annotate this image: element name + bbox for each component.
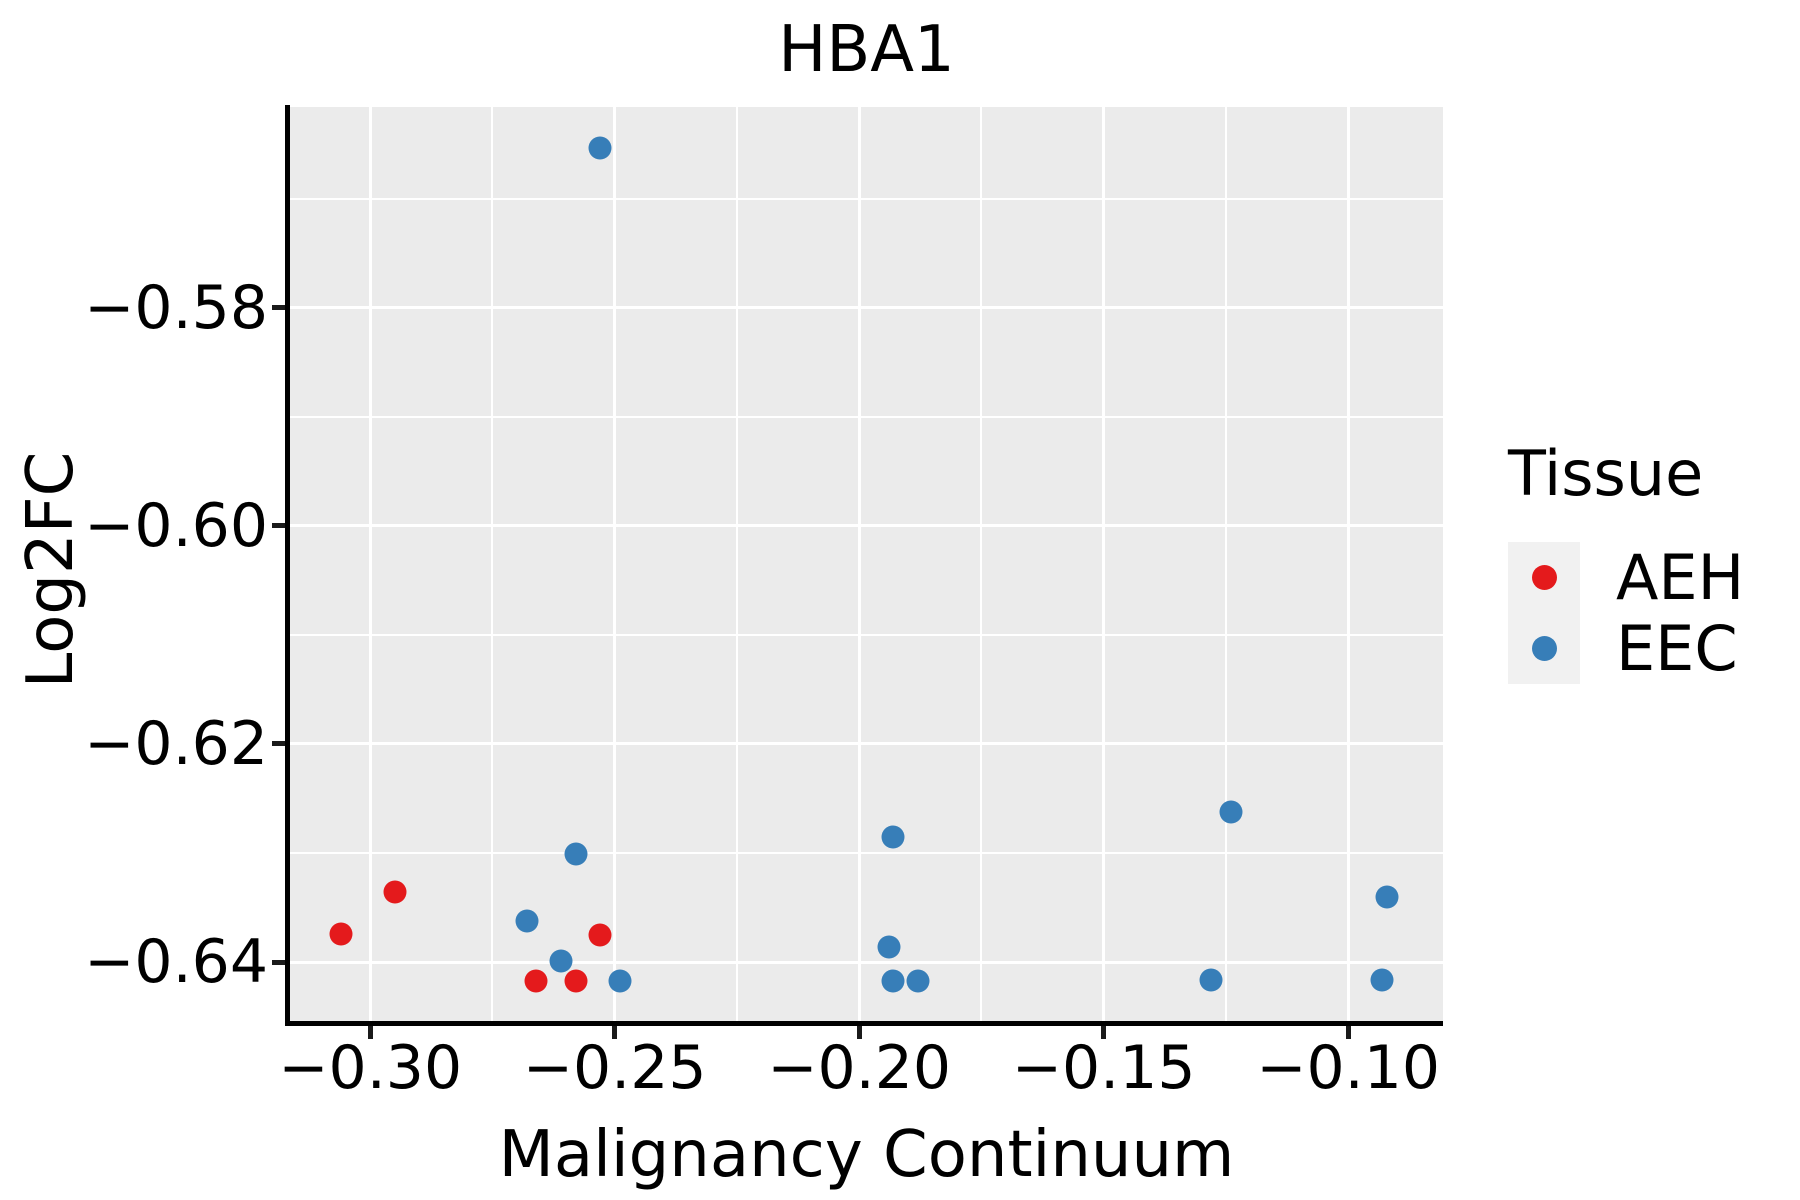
legend-item-aeh: AEH: [1508, 541, 1745, 614]
legend-items: AEH EEC: [1508, 541, 1745, 685]
data-point-eec: [588, 136, 612, 160]
major-gridline-v: [857, 107, 861, 1021]
x-tick-mark: [612, 1026, 618, 1039]
data-point-eec: [906, 969, 930, 993]
minor-gridline-v: [980, 107, 983, 1021]
data-point-eec: [877, 935, 900, 959]
major-gridline-h: [290, 742, 1443, 746]
data-point-eec: [515, 909, 539, 933]
x-tick-label: −0.25: [522, 1033, 707, 1103]
major-gridline-v: [1346, 107, 1350, 1021]
data-point-aeh: [329, 922, 353, 946]
y-tick-mark: [272, 523, 285, 529]
major-gridline-v: [368, 107, 372, 1021]
chart-title: HBA1: [778, 13, 955, 87]
data-point-eec: [564, 842, 588, 866]
data-point-aeh: [524, 969, 548, 993]
y-tick-mark: [272, 959, 285, 965]
legend: Tissue AEH EEC: [1508, 437, 1745, 685]
data-point-eec: [608, 969, 632, 993]
legend-dot-aeh-icon: [1531, 565, 1557, 590]
x-axis-line: [285, 1021, 1443, 1026]
x-tick-mark: [856, 1026, 862, 1039]
legend-title: Tissue: [1508, 437, 1704, 510]
data-point-eec: [881, 969, 905, 993]
y-axis-label-text: Log2FC: [14, 451, 88, 689]
major-gridline-v: [1102, 107, 1106, 1021]
x-tick-label: −0.30: [278, 1033, 463, 1103]
data-point-eec: [1219, 800, 1243, 824]
data-point-eec: [549, 949, 573, 973]
y-tick-label: −0.60: [84, 490, 268, 561]
minor-gridline-h: [290, 633, 1443, 636]
data-point-aeh: [588, 923, 612, 947]
minor-gridline-h: [290, 197, 1443, 200]
minor-gridline-v: [491, 107, 494, 1021]
x-tick-label: −0.20: [767, 1033, 952, 1103]
y-tick-mark: [272, 305, 285, 311]
legend-key-aeh: [1508, 542, 1580, 613]
x-tick-mark: [367, 1026, 373, 1039]
legend-label-eec: EEC: [1616, 612, 1738, 685]
x-tick-label: −0.10: [1256, 1033, 1441, 1103]
data-point-aeh: [564, 969, 588, 993]
major-gridline-h: [290, 524, 1443, 528]
data-point-eec: [1375, 885, 1399, 909]
x-axis-label: Malignancy Continuum: [498, 1118, 1235, 1192]
x-tick-mark: [1101, 1026, 1107, 1039]
y-axis-line: [285, 105, 290, 1025]
y-tick-label: −0.64: [84, 927, 268, 998]
minor-gridline-v: [735, 107, 738, 1021]
y-tick-label: −0.58: [84, 272, 268, 343]
data-point-eec: [1370, 968, 1394, 992]
major-gridline-h: [290, 306, 1443, 310]
legend-key-eec: [1508, 613, 1580, 684]
legend-item-eec: EEC: [1508, 612, 1744, 685]
legend-label-aeh: AEH: [1616, 541, 1745, 614]
minor-gridline-h: [290, 852, 1443, 855]
major-gridline-h: [290, 960, 1443, 964]
data-point-eec: [1199, 968, 1223, 992]
data-point-eec: [881, 825, 905, 849]
plot-panel: [290, 107, 1443, 1021]
data-point-aeh: [383, 880, 407, 904]
major-gridline-v: [613, 107, 617, 1021]
minor-gridline-v: [1224, 107, 1227, 1021]
minor-gridline-h: [290, 415, 1443, 418]
x-tick-mark: [1345, 1026, 1351, 1039]
y-tick-label: −0.62: [84, 708, 268, 779]
x-tick-label: −0.15: [1011, 1033, 1196, 1103]
legend-dot-eec-icon: [1531, 636, 1557, 661]
y-tick-mark: [272, 741, 285, 747]
